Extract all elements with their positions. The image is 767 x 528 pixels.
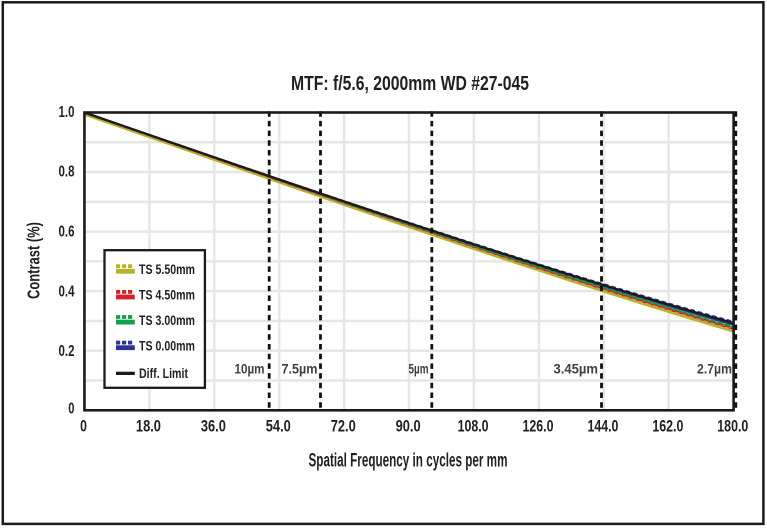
svg-text:TS 5.50mm: TS 5.50mm	[139, 261, 195, 277]
svg-text:Diff. Limit: Diff. Limit	[139, 365, 188, 381]
svg-text:180.0: 180.0	[717, 418, 748, 436]
svg-text:36.0: 36.0	[201, 418, 226, 436]
svg-text:MTF: f/5.6, 2000mm WD #27-045: MTF: f/5.6, 2000mm WD #27-045	[291, 72, 529, 95]
svg-text:18.0: 18.0	[136, 418, 161, 436]
svg-text:2.7µm: 2.7µm	[697, 361, 732, 377]
svg-text:5µm: 5µm	[409, 361, 429, 377]
svg-text:TS 3.00mm: TS 3.00mm	[139, 312, 195, 328]
svg-text:TS 0.00mm: TS 0.00mm	[139, 337, 195, 353]
svg-text:Spatial Frequency in cycles pe: Spatial Frequency in cycles per mm	[309, 451, 508, 472]
svg-text:0.2: 0.2	[59, 343, 75, 360]
svg-text:0.6: 0.6	[59, 224, 75, 241]
svg-text:7.5µm: 7.5µm	[282, 361, 318, 377]
svg-text:0: 0	[68, 401, 74, 418]
svg-text:10µm: 10µm	[235, 361, 265, 377]
svg-text:108.0: 108.0	[458, 418, 489, 436]
svg-text:54.0: 54.0	[266, 418, 291, 436]
svg-text:1.0: 1.0	[59, 104, 75, 121]
svg-text:72.0: 72.0	[331, 418, 356, 436]
svg-text:0.4: 0.4	[59, 284, 75, 301]
svg-text:144.0: 144.0	[587, 418, 618, 436]
svg-text:0.8: 0.8	[59, 164, 75, 181]
svg-text:126.0: 126.0	[523, 418, 554, 436]
svg-text:90.0: 90.0	[396, 418, 421, 436]
svg-text:0: 0	[80, 418, 87, 436]
svg-text:TS 4.50mm: TS 4.50mm	[139, 287, 195, 303]
svg-text:Contrast (%): Contrast (%)	[24, 222, 44, 299]
svg-text:3.45µm: 3.45µm	[554, 361, 599, 377]
svg-text:162.0: 162.0	[652, 418, 683, 436]
